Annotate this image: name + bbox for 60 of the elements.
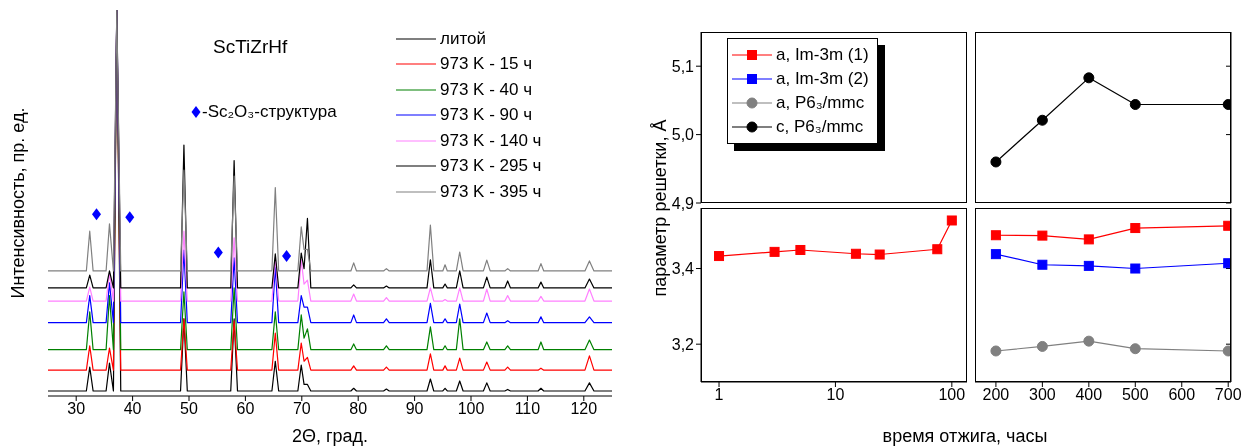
y-tick-label: 3,2 <box>671 335 695 353</box>
y-axis-title: Интенсивность, пр. ед. <box>7 107 29 299</box>
x-tick-label: 50 <box>180 400 198 418</box>
text: ScTiZrHf <box>213 36 288 58</box>
point <box>990 156 1002 168</box>
point <box>990 230 1001 241</box>
legend-label: c, P6₃/mmc <box>776 117 864 137</box>
legend-label: 973 K - 140 ч <box>440 130 542 151</box>
x-tick-label: 60 <box>236 400 255 418</box>
x-tick-label: 400 <box>1075 386 1103 404</box>
point <box>1129 99 1141 110</box>
point <box>990 345 1002 357</box>
x-axis-title: 2Θ, град. <box>291 426 369 447</box>
x-tick-label: 10 <box>826 386 845 404</box>
point <box>282 249 292 262</box>
point <box>990 249 1001 260</box>
x-tick-label: 120 <box>570 400 598 418</box>
y-tick-label: 3,4 <box>671 260 695 278</box>
point <box>1036 114 1048 126</box>
x-tick-label: 500 <box>1121 386 1149 404</box>
point <box>1036 340 1048 352</box>
y-tick-label: 5,0 <box>671 126 695 144</box>
legend-label: -Sc₂O₃-структура <box>202 102 337 122</box>
point <box>1037 230 1048 241</box>
point <box>1130 223 1141 234</box>
point <box>213 246 223 259</box>
x-tick-label: 700 <box>1214 386 1242 404</box>
point <box>1083 260 1094 271</box>
y-axis-title: параметр решетки, Å <box>649 119 671 297</box>
point <box>1083 72 1095 84</box>
x-tick-label: 80 <box>349 400 368 418</box>
legend-label: 973 K - 295 ч <box>440 156 542 177</box>
x-axis-title: время отжига, часы <box>882 426 1048 447</box>
legend-label: a, Im-3m (1) <box>776 45 869 65</box>
point <box>1083 234 1094 245</box>
x-tick-label: 30 <box>67 400 86 418</box>
point <box>125 211 135 224</box>
x-tick-label: 600 <box>1168 386 1196 404</box>
legend-label: 973 K - 40 ч <box>440 79 533 100</box>
point <box>1037 259 1048 270</box>
point <box>1083 335 1095 347</box>
y-tick-label: 5,1 <box>671 57 695 75</box>
x-tick-label: 100 <box>457 400 485 418</box>
x-tick-label: 40 <box>123 400 142 418</box>
x-tick-label: 1 <box>714 386 724 404</box>
legend-label: 973 K - 90 ч <box>440 105 533 126</box>
x-tick-label: 90 <box>405 400 424 418</box>
x-tick-label: 200 <box>982 386 1010 404</box>
x-tick-label: 70 <box>292 400 311 418</box>
x-tick-label: 110 <box>514 400 541 418</box>
point <box>1129 343 1141 355</box>
x-tick-label: 100 <box>938 386 966 404</box>
legend-label: литой <box>440 28 486 49</box>
legend-label: a, Im-3m (2) <box>776 69 869 89</box>
legend-label: a, P6₃/mmc <box>776 93 865 113</box>
legend-label: 973 K - 15 ч <box>440 54 533 75</box>
legend-label: 973 K - 395 ч <box>440 181 542 202</box>
y-tick-label: 4,9 <box>671 194 695 212</box>
x-tick-label: 300 <box>1029 386 1056 404</box>
point <box>1130 263 1141 274</box>
